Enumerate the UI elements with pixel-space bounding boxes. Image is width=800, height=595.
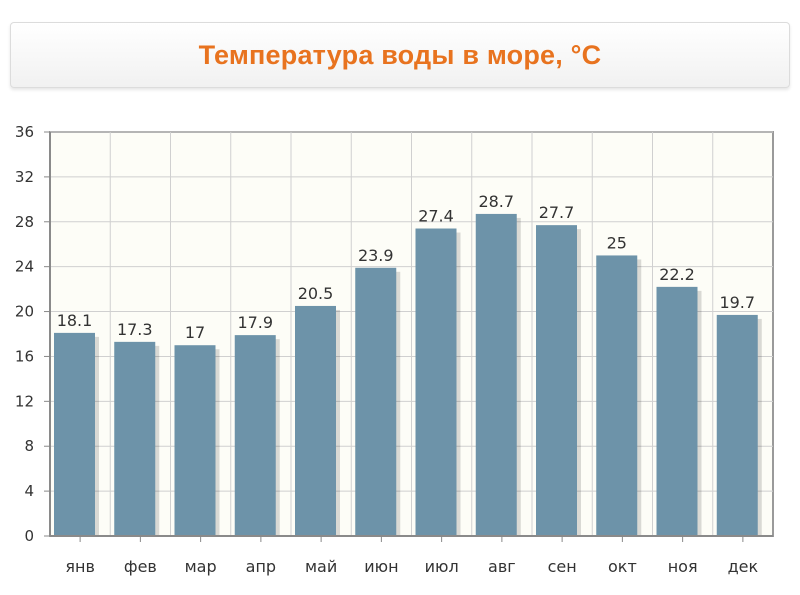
x-tick-label: апр <box>246 557 276 576</box>
grid-lines <box>50 131 773 536</box>
data-label: 23.9 <box>358 246 394 265</box>
data-label: 18.1 <box>57 311 93 330</box>
bar <box>295 305 336 536</box>
data-label: 22.2 <box>659 265 695 284</box>
data-label: 28.7 <box>478 192 514 211</box>
bar <box>234 335 276 536</box>
x-tick-label: июл <box>425 557 459 576</box>
x-tick-label: авг <box>488 557 516 576</box>
data-labels: 18.1 17.3 17 17.9 20.5 23.9 27.4 28.7 27.7 25 22.2… <box>57 192 755 342</box>
y-tick-label: 4 <box>24 482 34 500</box>
x-tick-label: ноя <box>668 557 698 576</box>
bar <box>355 267 397 536</box>
bar <box>174 345 216 536</box>
data-label: 19.7 <box>719 293 755 312</box>
data-label: 27.7 <box>539 203 575 222</box>
y-tick-labels: 0 4 8 12 16 20 24 28 32 36 <box>15 123 50 545</box>
bar <box>475 213 517 536</box>
bar <box>54 332 95 536</box>
x-tick-label: окт <box>608 557 637 576</box>
bar <box>716 314 758 536</box>
y-tick-label: 8 <box>24 437 34 455</box>
data-label: 17.3 <box>117 320 153 339</box>
y-tick-label: 16 <box>15 347 34 365</box>
bars <box>54 213 762 536</box>
x-tick-label: июн <box>364 557 398 576</box>
y-tick-label: 28 <box>15 213 34 231</box>
x-tick-label: янв <box>65 557 95 576</box>
chart-title-bar: Температура воды в море, °С <box>10 22 790 88</box>
y-tick-label: 24 <box>15 258 34 276</box>
x-tick-labels: янв фев мар апр май июн июл авг сен окт ноя дек <box>65 536 758 576</box>
y-tick-label: 12 <box>15 392 34 410</box>
data-label: 25 <box>607 233 627 252</box>
x-tick-label: май <box>305 557 337 576</box>
data-label: 27.4 <box>418 207 454 226</box>
data-label: 20.5 <box>298 284 334 303</box>
y-tick-label: 32 <box>15 168 34 186</box>
bar <box>536 225 577 536</box>
data-label: 17.9 <box>237 313 273 332</box>
y-tick-label: 36 <box>15 123 34 141</box>
bar <box>596 255 638 536</box>
chart-title: Температура воды в море, °С <box>198 39 602 70</box>
y-tick-label: 0 <box>24 527 34 545</box>
bar <box>114 341 156 536</box>
x-tick-label: дек <box>728 557 759 576</box>
x-tick-label: фев <box>124 557 157 576</box>
x-tick-label: мар <box>185 557 217 576</box>
bar <box>656 286 698 536</box>
x-tick-label: сен <box>548 557 577 576</box>
y-tick-label: 20 <box>15 303 34 321</box>
data-label: 17 <box>185 323 205 342</box>
bar <box>415 228 457 536</box>
